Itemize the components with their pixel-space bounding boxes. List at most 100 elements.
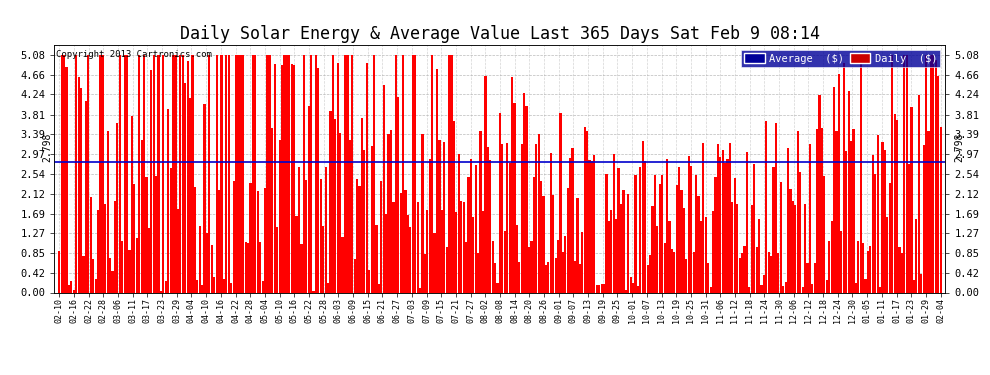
Bar [737,204,739,292]
Bar [729,143,731,292]
Bar [901,252,903,292]
Bar [644,161,646,292]
Bar [201,285,203,292]
Bar [836,132,838,292]
Bar [63,55,65,292]
Bar [467,177,469,292]
Bar [658,184,661,292]
Bar [182,55,184,292]
Bar [412,55,414,292]
Bar [266,55,268,292]
Bar [353,259,355,292]
Bar [441,210,443,292]
Bar [547,262,549,292]
Bar [444,142,446,292]
Bar [276,227,278,292]
Bar [462,202,464,292]
Bar [365,63,368,292]
Bar [506,143,508,292]
Bar [610,210,613,292]
Bar [322,226,325,292]
Bar [618,168,620,292]
Bar [760,285,762,292]
Bar [898,247,901,292]
Bar [564,236,566,292]
Bar [797,131,799,292]
Bar [431,55,434,292]
Bar [131,116,133,292]
Bar [429,159,431,292]
Bar [254,55,256,292]
Bar [68,285,70,292]
Bar [533,177,535,292]
Bar [814,264,816,292]
Bar [930,55,932,292]
Bar [446,248,447,292]
Bar [628,194,630,292]
Bar [780,182,782,292]
Bar [233,182,235,292]
Bar [685,259,687,292]
Bar [615,219,617,292]
Bar [531,241,533,292]
Bar [226,55,228,292]
Bar [499,113,501,292]
Bar [492,241,494,292]
Bar [218,190,220,292]
Bar [765,122,767,292]
Bar [269,55,271,292]
Bar [653,175,656,292]
Bar [358,186,360,292]
Bar [923,145,925,292]
Bar [864,279,866,292]
Bar [722,150,724,292]
Bar [715,177,717,292]
Bar [419,288,421,292]
Bar [82,256,84,292]
Bar [745,152,748,292]
Bar [337,63,339,292]
Bar [821,128,823,292]
Bar [637,286,640,292]
Bar [494,263,496,292]
Bar [387,134,390,292]
Bar [538,134,540,292]
Bar [668,221,670,292]
Bar [370,146,372,292]
Bar [833,87,836,292]
Bar [767,252,770,292]
Text: 2.798: 2.798 [954,132,964,162]
Bar [104,204,106,292]
Bar [223,279,225,292]
Bar [204,104,206,292]
Bar [422,134,424,292]
Bar [753,164,755,292]
Bar [719,158,722,292]
Bar [436,69,439,292]
Bar [216,55,218,292]
Bar [576,198,578,292]
Bar [300,244,303,292]
Bar [526,106,528,292]
Bar [206,233,208,292]
Bar [315,55,317,292]
Bar [293,65,295,292]
Bar [649,255,651,292]
Bar [651,206,653,292]
Bar [243,55,245,292]
Bar [559,113,561,292]
Bar [107,130,109,292]
Bar [392,202,394,292]
Bar [177,209,179,292]
Bar [288,55,290,292]
Bar [325,167,327,292]
Bar [397,97,399,292]
Bar [405,190,407,292]
Bar [164,280,167,292]
Bar [596,285,598,292]
Bar [879,287,881,292]
Bar [174,55,176,292]
Bar [598,285,600,292]
Bar [77,77,80,292]
Bar [601,284,603,292]
